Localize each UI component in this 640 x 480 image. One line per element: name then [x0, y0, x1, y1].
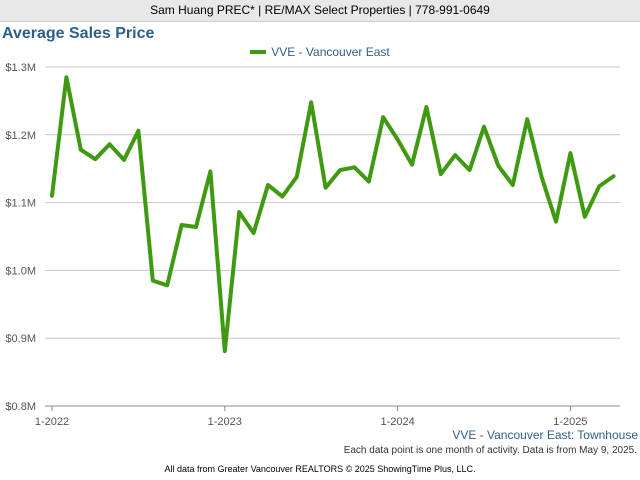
legend-swatch	[250, 49, 267, 54]
y-tick-label: $0.8M	[5, 401, 36, 413]
x-tick-label: 1-2022	[35, 416, 69, 428]
agent-info-text: Sam Huang PREC* | RE/MAX Select Properti…	[150, 3, 490, 17]
grid-lines	[45, 66, 620, 407]
y-tick-label: $1.0M	[5, 265, 36, 277]
x-tick-label: 1-2025	[553, 416, 587, 428]
axes: $0.8M $0.9M $1.0M $1.1M $1.2M $1.3M 1-2022 1-20…	[5, 62, 620, 428]
legend-label: VVE - Vancouver East	[271, 45, 390, 59]
data-footnote: Each data point is one month of activity…	[343, 445, 637, 456]
agent-header-bar: Sam Huang PREC* | RE/MAX Select Properti…	[0, 0, 640, 22]
chart-legend: VVE - Vancouver East	[0, 45, 640, 59]
source-credit: All data from Greater Vancouver REALTORS…	[164, 464, 476, 474]
y-tick-label: $0.9M	[5, 333, 36, 345]
series-layer	[50, 75, 616, 354]
x-tick-label: 1-2024	[380, 416, 414, 428]
y-tick-label: $1.2M	[5, 130, 36, 142]
chart-title: Average Sales Price	[2, 25, 155, 42]
chart-subtitle: VVE - Vancouver East: Townhouse	[452, 428, 638, 442]
x-tick-label: 1-2023	[208, 416, 242, 428]
series-line	[50, 75, 616, 354]
y-tick-label: $1.1M	[5, 198, 36, 210]
y-tick-label: $1.3M	[5, 62, 36, 74]
